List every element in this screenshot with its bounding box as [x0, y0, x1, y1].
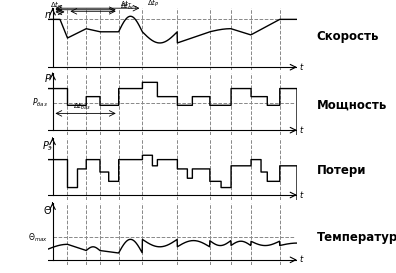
Text: $\Delta t_{ост}$: $\Delta t_{ост}$ [120, 1, 138, 12]
Text: t: t [299, 126, 303, 135]
Text: Температура: Температура [317, 231, 396, 244]
Text: t: t [299, 255, 303, 264]
Text: Потери: Потери [317, 164, 366, 177]
Text: Скорость: Скорость [317, 30, 379, 43]
Text: Мощность: Мощность [317, 99, 387, 112]
Text: t: t [299, 63, 303, 72]
Text: $\Delta t_P$: $\Delta t_P$ [147, 0, 160, 9]
Text: $P_э$: $P_э$ [42, 139, 53, 153]
Text: n: n [44, 10, 51, 20]
Text: P: P [45, 74, 50, 84]
Text: $\Delta t_n$: $\Delta t_n$ [50, 0, 62, 11]
Text: t: t [299, 191, 303, 200]
Text: $\Delta t_{баз}$: $\Delta t_{баз}$ [74, 101, 91, 112]
Text: $\Theta$: $\Theta$ [43, 204, 52, 216]
Text: $\Theta_{max}$: $\Theta_{max}$ [28, 231, 48, 244]
Text: $\Delta t_T$: $\Delta t_T$ [120, 0, 133, 10]
Text: $P_{баз}$: $P_{баз}$ [32, 97, 48, 109]
